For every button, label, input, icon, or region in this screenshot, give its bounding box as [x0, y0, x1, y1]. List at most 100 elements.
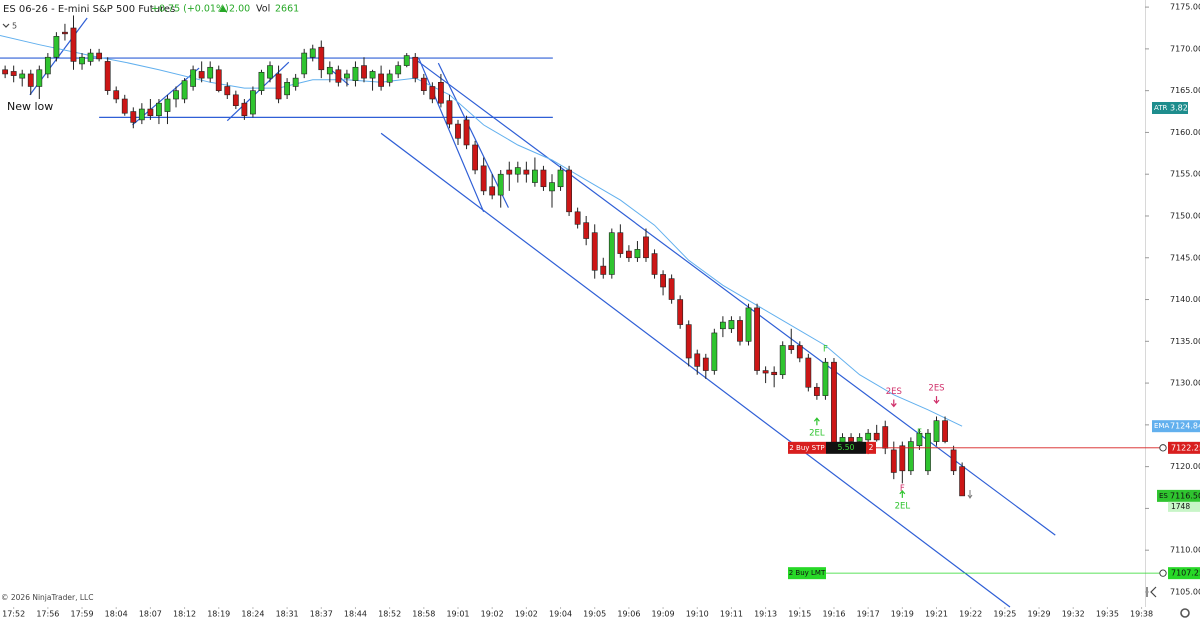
signal-label: F [900, 484, 905, 494]
signal-label: 2ES [928, 384, 944, 394]
x-tick-label: 17:59 [70, 610, 93, 618]
x-tick-label: 19:05 [583, 610, 606, 618]
candle-body [651, 253, 658, 275]
candle-body [395, 65, 402, 75]
candle-body [181, 80, 188, 100]
last-volume-box [1168, 501, 1200, 512]
volume-value: 2661 [275, 4, 299, 15]
candle-body [96, 52, 103, 60]
candle-body [224, 86, 231, 96]
candle-body [933, 420, 940, 442]
candle-body [207, 66, 214, 79]
candle-body [625, 250, 632, 259]
candle-body [378, 73, 384, 87]
x-tick-label: 19:29 [1028, 610, 1051, 618]
signal-label: 2EL [895, 501, 911, 511]
candle-body [301, 52, 308, 75]
x-tick-label: 19:32 [1062, 610, 1085, 618]
x-tick-label: 19:35 [1096, 610, 1119, 618]
signal-label: 2ES [886, 387, 902, 397]
candle-body [113, 90, 120, 100]
candle-body [241, 102, 248, 117]
candle-body [198, 71, 205, 79]
last-bar-marker [967, 490, 973, 499]
candle-body [455, 123, 461, 139]
order-price: 7107.25 [1171, 569, 1200, 578]
x-tick-label: 19:06 [617, 610, 640, 618]
x-tick-label: 19:21 [925, 610, 948, 618]
signal-label: F [823, 344, 828, 354]
candle-body [489, 186, 496, 196]
atr-value: 3.82 [1170, 104, 1188, 113]
x-tick-label: 19:11 [720, 610, 743, 618]
x-tick-label: 18:44 [344, 610, 367, 618]
order-label: 2 Buy STP [789, 444, 824, 452]
candle-body [694, 353, 701, 367]
y-tick-label: 7165.00 [1170, 86, 1200, 95]
candle-body [711, 332, 718, 371]
candle-body [737, 320, 743, 342]
x-tick-label: 18:37 [310, 610, 333, 618]
candle-body [788, 345, 795, 350]
candle-body [514, 167, 521, 175]
candle-body [497, 173, 504, 196]
settings-button[interactable] [1180, 608, 1190, 618]
candle-body [275, 73, 282, 100]
cancel-order-icon[interactable] [1159, 444, 1167, 452]
trend-line [380, 132, 1011, 608]
atr-name: ATR [1154, 104, 1168, 112]
last-volume: 1748 [1171, 502, 1190, 511]
x-tick-label: 18:24 [241, 610, 264, 618]
candle-body [79, 56, 85, 65]
candle-body [865, 432, 872, 441]
last-price: 7116.50 [1170, 491, 1200, 500]
candle-body [583, 222, 590, 239]
x-tick-label: 19:16 [822, 610, 845, 618]
candle-body [104, 61, 111, 91]
y-tick-label: 7175.00 [1170, 3, 1200, 12]
candle-body [959, 466, 966, 497]
candle-body [805, 357, 812, 388]
candle-body [822, 361, 829, 396]
last-price-box [1157, 489, 1200, 502]
x-tick-label: 19:19 [891, 610, 914, 618]
candle-body [164, 98, 171, 112]
candle-body [130, 111, 137, 123]
cancel-order-icon[interactable] [1159, 569, 1167, 577]
signal-arrow [933, 396, 940, 405]
candle-body [352, 66, 359, 81]
interval-dropdown[interactable]: 5 [2, 22, 17, 31]
settings-icon [1180, 608, 1190, 618]
candle-body [677, 299, 684, 325]
x-tick-label: 19:02 [515, 610, 538, 618]
x-tick-label: 19:25 [993, 610, 1016, 618]
candle-body [634, 249, 641, 259]
y-tick-label: 7170.00 [1170, 44, 1200, 53]
x-tick-label: 19:38 [1130, 610, 1153, 618]
x-tick-label: 17:52 [2, 610, 25, 618]
candle-body [574, 211, 581, 225]
candle-body [138, 108, 145, 121]
candle-body [685, 324, 692, 359]
candle-body [506, 169, 513, 175]
candle-body [643, 236, 649, 259]
candle-body [480, 165, 487, 192]
x-tick-label: 17:56 [36, 610, 59, 618]
candle-body [617, 232, 624, 254]
order-price: 7122.25 [1171, 443, 1200, 452]
y-tick-label: 7105.00 [1170, 587, 1200, 596]
candle-body [412, 56, 419, 79]
price-change: +0.75 (+0.01%) [151, 4, 229, 15]
candle-body [848, 437, 854, 442]
candle-body [771, 371, 778, 376]
candle-body [899, 445, 906, 472]
candle-body [44, 56, 51, 75]
candle-body [53, 36, 60, 58]
trend-line [437, 62, 509, 208]
candle-body [668, 278, 675, 300]
candle-body [403, 55, 410, 66]
candle-body [796, 345, 803, 359]
candle-body [907, 441, 914, 472]
